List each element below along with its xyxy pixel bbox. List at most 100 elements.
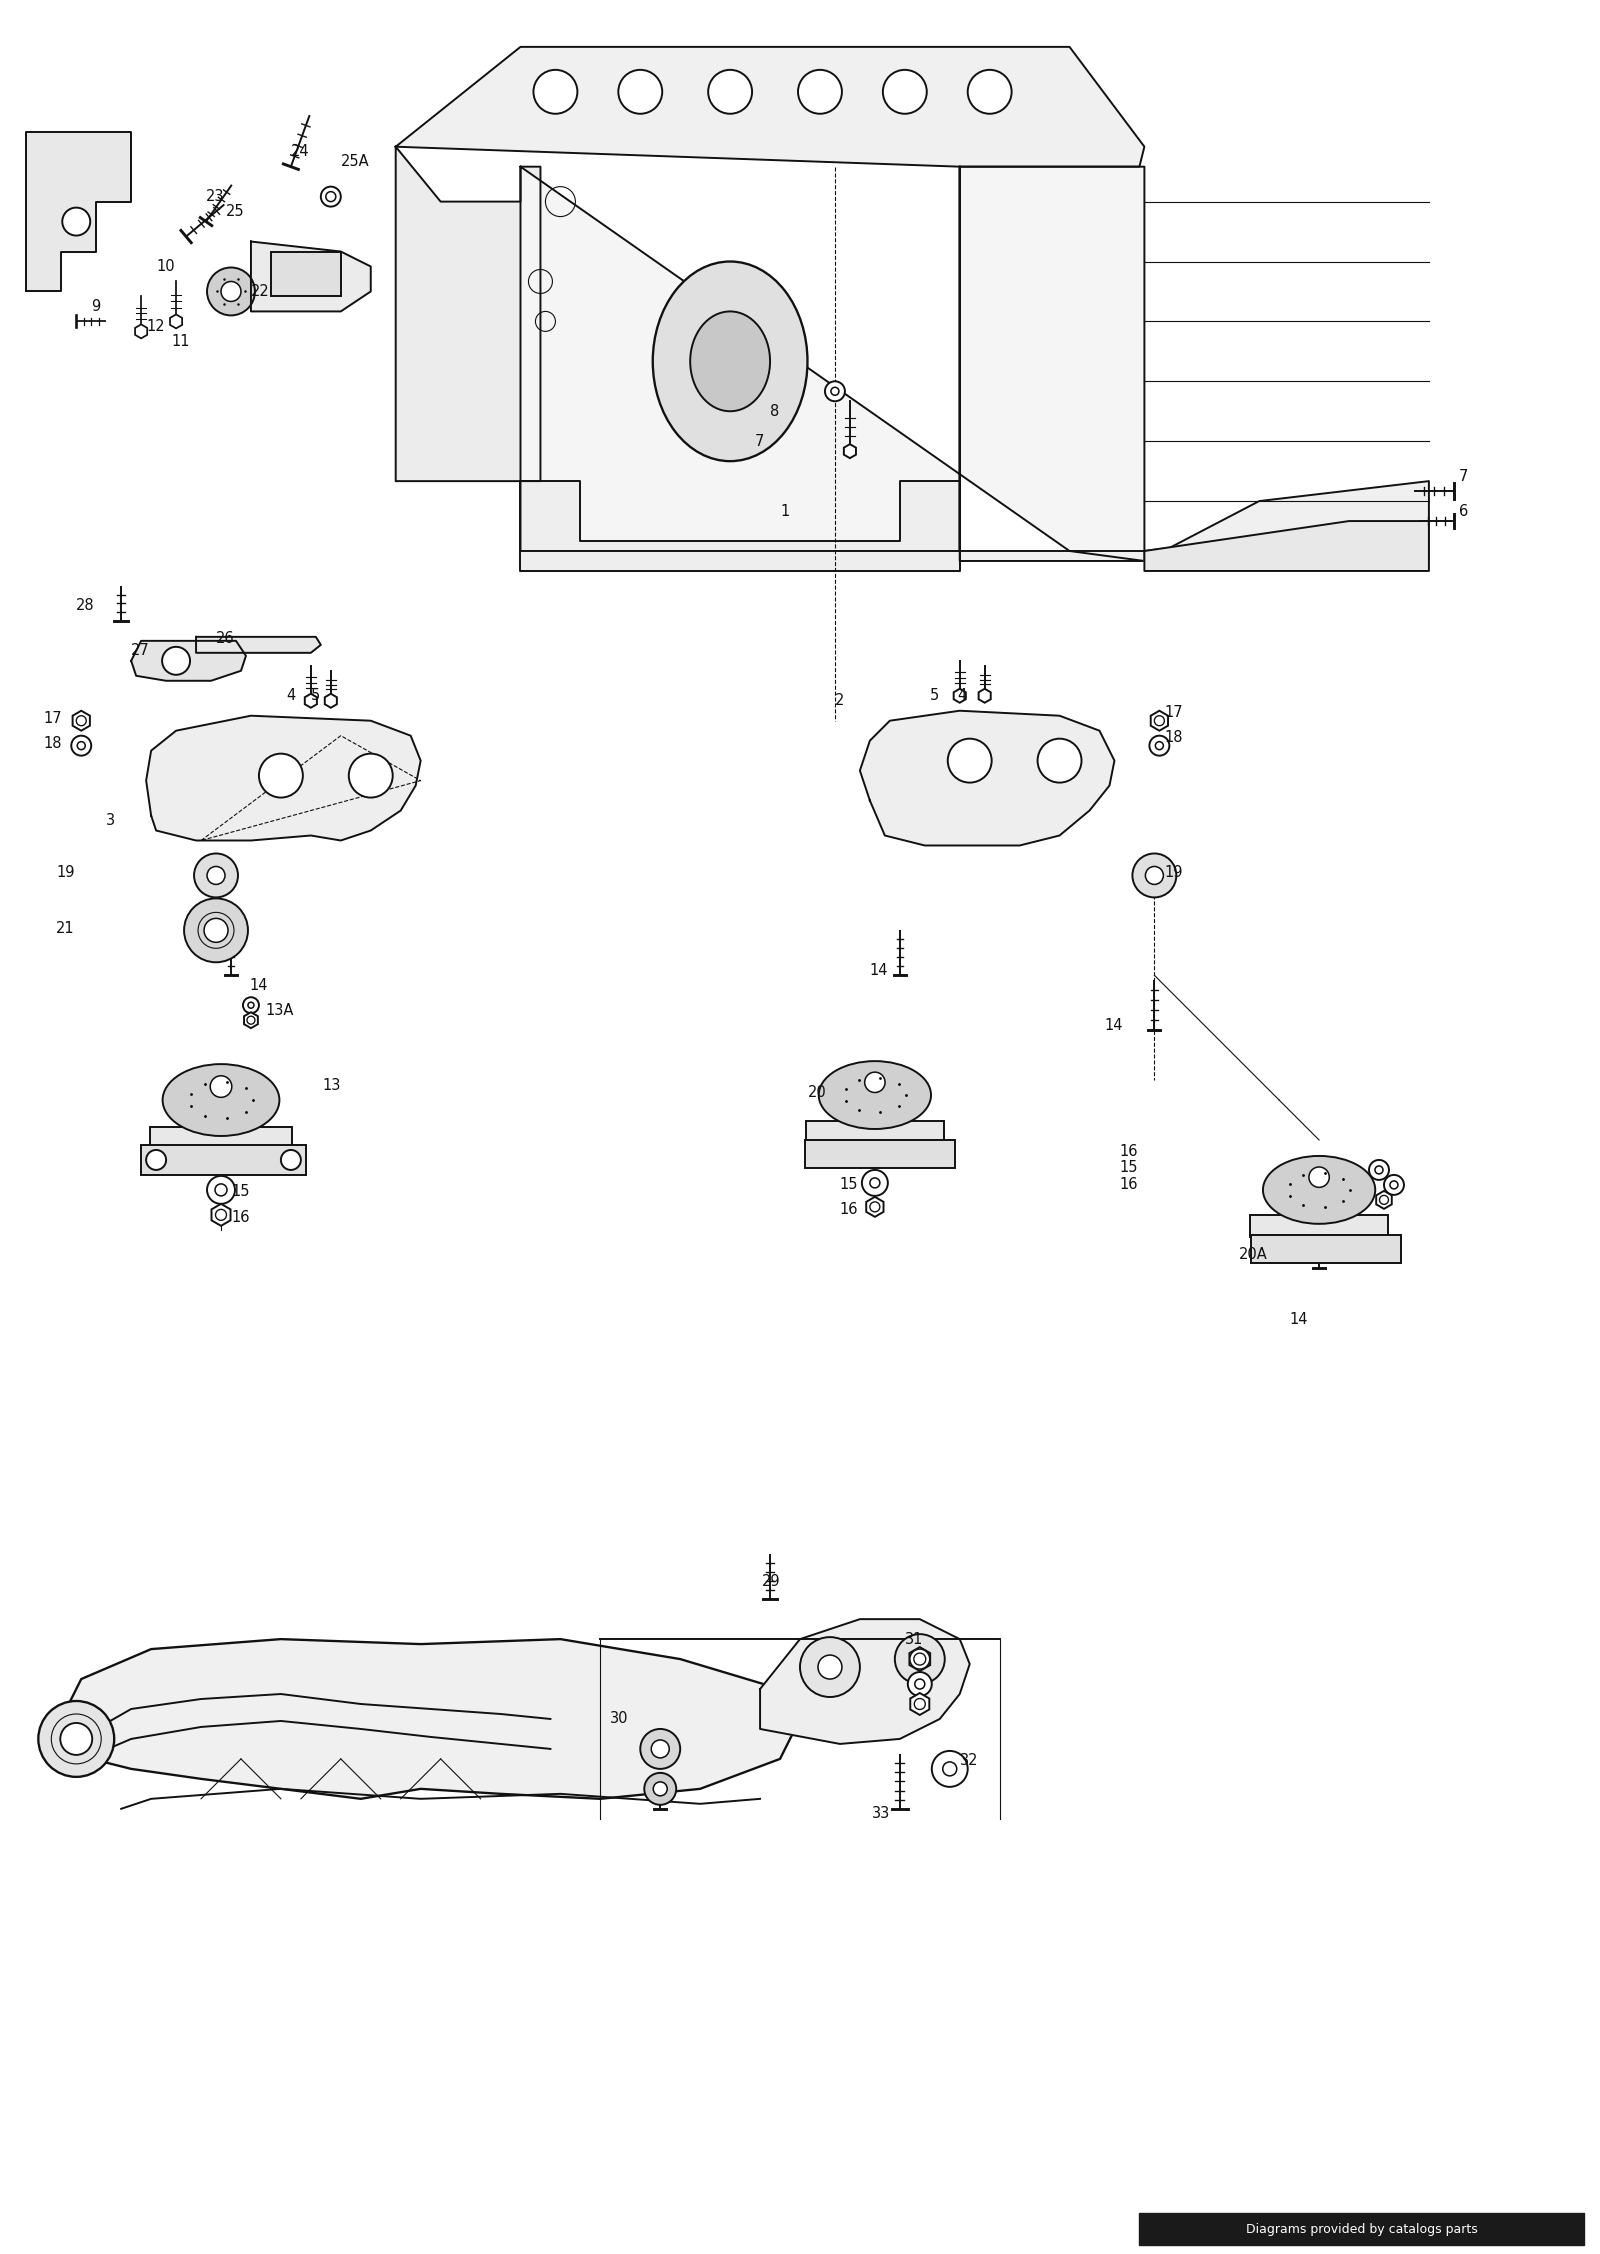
Text: 17: 17 (1165, 706, 1182, 721)
Text: 18: 18 (43, 737, 62, 751)
Circle shape (907, 1672, 931, 1695)
Polygon shape (910, 1693, 930, 1715)
Circle shape (1133, 854, 1176, 897)
Polygon shape (304, 694, 317, 708)
Polygon shape (325, 694, 338, 708)
Polygon shape (170, 313, 182, 329)
Circle shape (146, 1150, 166, 1170)
Text: 25A: 25A (341, 153, 370, 169)
Circle shape (349, 753, 392, 798)
Text: 14: 14 (250, 978, 267, 992)
Text: 5: 5 (310, 687, 320, 703)
Circle shape (653, 1783, 667, 1796)
Text: 12: 12 (146, 318, 165, 334)
Text: 4: 4 (958, 687, 966, 703)
Ellipse shape (690, 311, 770, 410)
Polygon shape (146, 717, 421, 841)
Text: 29: 29 (762, 1573, 781, 1589)
Circle shape (910, 1650, 930, 1668)
Circle shape (1037, 739, 1082, 782)
Text: 26: 26 (216, 631, 235, 647)
Polygon shape (197, 638, 322, 654)
Text: 30: 30 (610, 1711, 629, 1727)
Text: Diagrams provided by catalogs parts: Diagrams provided by catalogs parts (1246, 2222, 1477, 2236)
Polygon shape (843, 444, 856, 458)
Circle shape (1370, 1161, 1389, 1179)
Circle shape (205, 917, 227, 942)
Polygon shape (866, 1197, 883, 1217)
Text: 23: 23 (206, 189, 224, 205)
Polygon shape (954, 690, 966, 703)
Circle shape (640, 1729, 680, 1769)
Circle shape (864, 1073, 885, 1093)
Circle shape (162, 647, 190, 674)
Text: 7: 7 (755, 433, 765, 449)
Circle shape (326, 192, 336, 201)
Circle shape (798, 70, 842, 113)
Circle shape (38, 1702, 114, 1776)
Polygon shape (131, 640, 246, 681)
Circle shape (862, 1170, 888, 1197)
Circle shape (1149, 735, 1170, 755)
Text: 13A: 13A (266, 1003, 294, 1019)
Text: 27: 27 (131, 642, 150, 658)
Circle shape (194, 854, 238, 897)
Text: 24: 24 (291, 144, 309, 160)
Circle shape (830, 388, 838, 394)
Polygon shape (1376, 1190, 1392, 1208)
Bar (270, 252, 341, 298)
Circle shape (968, 70, 1011, 113)
Polygon shape (26, 131, 131, 291)
Circle shape (800, 1636, 859, 1697)
Circle shape (61, 1722, 93, 1756)
Text: 13: 13 (323, 1077, 341, 1093)
Circle shape (259, 753, 302, 798)
Text: 16: 16 (230, 1210, 250, 1226)
Bar (806, 1120, 944, 1143)
Text: 16: 16 (840, 1201, 859, 1217)
Text: 20: 20 (808, 1084, 827, 1100)
Circle shape (221, 282, 242, 302)
Circle shape (282, 1150, 301, 1170)
Circle shape (1390, 1181, 1398, 1188)
Text: 33: 33 (872, 1805, 890, 1821)
Text: 5: 5 (930, 687, 939, 703)
Bar (141, 1145, 306, 1174)
Polygon shape (134, 325, 147, 338)
Polygon shape (251, 241, 371, 311)
Text: 14: 14 (1290, 1312, 1307, 1328)
Polygon shape (520, 167, 1144, 561)
Text: 15: 15 (230, 1183, 250, 1199)
Text: 15: 15 (1120, 1161, 1138, 1174)
Circle shape (651, 1740, 669, 1758)
Circle shape (1309, 1168, 1330, 1188)
Text: 19: 19 (56, 866, 75, 879)
Ellipse shape (163, 1064, 280, 1136)
Text: 2: 2 (835, 694, 845, 708)
Text: 16: 16 (1120, 1177, 1138, 1192)
Polygon shape (395, 147, 541, 480)
Circle shape (645, 1774, 677, 1805)
Text: 7: 7 (1459, 469, 1469, 485)
Circle shape (826, 381, 845, 401)
Circle shape (1384, 1174, 1403, 1195)
Text: 15: 15 (840, 1177, 859, 1192)
Circle shape (243, 996, 259, 1014)
Text: 11: 11 (171, 334, 189, 349)
Text: 22: 22 (251, 284, 270, 300)
Bar (1251, 1215, 1387, 1237)
Circle shape (214, 1183, 227, 1197)
Circle shape (322, 187, 341, 207)
Circle shape (248, 1003, 254, 1008)
Polygon shape (245, 1012, 258, 1028)
Text: 1: 1 (781, 503, 789, 518)
Bar (805, 1141, 955, 1168)
Circle shape (206, 866, 226, 884)
Ellipse shape (1262, 1156, 1376, 1224)
Text: 18: 18 (1165, 730, 1182, 746)
Text: 16: 16 (1120, 1145, 1138, 1159)
Circle shape (72, 735, 91, 755)
Text: 25: 25 (226, 205, 245, 219)
Text: 28: 28 (77, 597, 94, 613)
Text: 17: 17 (43, 712, 62, 726)
